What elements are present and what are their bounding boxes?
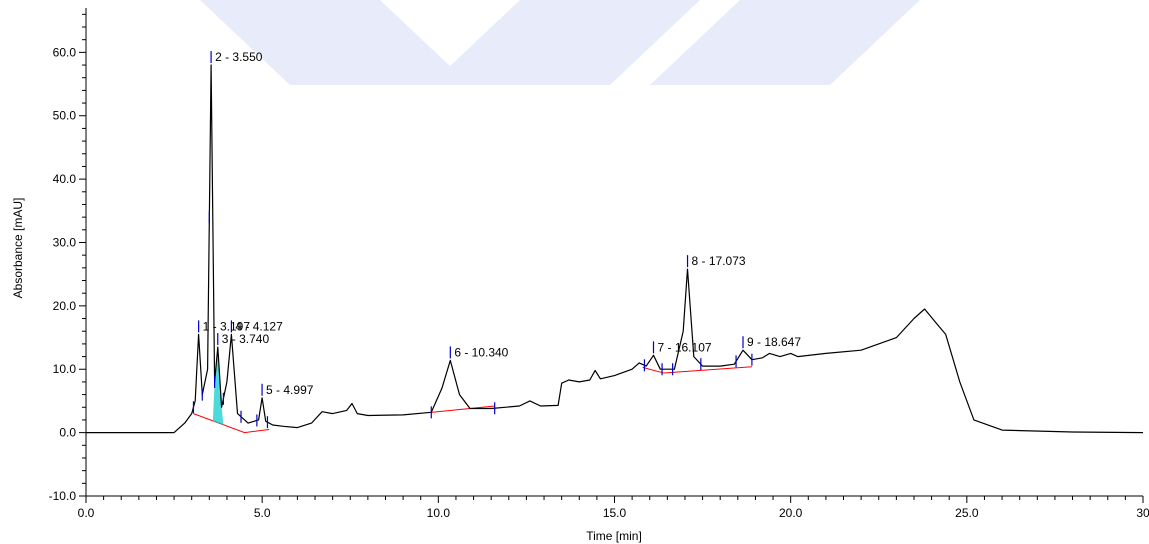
- peak-label: 3 - 3.740: [222, 332, 270, 346]
- x-tick-label: 5.0: [254, 506, 271, 520]
- baseline-segment: [193, 413, 270, 434]
- x-tick-label: 20.0: [779, 506, 803, 520]
- integration-markers: [192, 211, 753, 429]
- trace: [86, 64, 1144, 434]
- y-tick-label: 60.0: [53, 45, 77, 59]
- peak-label: 6 - 10.340: [454, 345, 508, 359]
- y-axis-label: Absorbance [mAU]: [11, 198, 25, 299]
- peak-label: 7 - 16.107: [658, 340, 712, 354]
- peak-label: 2 - 3.550: [215, 50, 263, 64]
- peak-fills: [212, 347, 224, 426]
- y-tick-label: -10.0: [49, 489, 77, 503]
- y-tick-label: 10.0: [53, 362, 77, 376]
- x-tick-label: 15.0: [603, 506, 627, 520]
- peak-label: 1 - 3.197: [203, 319, 251, 333]
- y-tick-label: 40.0: [53, 172, 77, 186]
- peak-label: 8 - 17.073: [692, 254, 746, 268]
- y-tick-label: 20.0: [53, 299, 77, 313]
- baselines: [193, 366, 752, 434]
- chromatogram-trace: [86, 64, 1144, 434]
- baseline-segment: [431, 405, 495, 413]
- y-tick-label: 30.0: [53, 235, 77, 249]
- watermark-shapes: [200, 0, 920, 85]
- baseline-segment: [642, 366, 752, 374]
- x-axis-label: Time [min]: [586, 529, 642, 543]
- x-tick-label: 30: [1136, 506, 1149, 520]
- x-tick-label: 0.0: [78, 506, 95, 520]
- axes: -10.00.010.020.030.040.050.060.00.0 5.0 10…: [49, 8, 1149, 520]
- x-tick-label: 10.0: [427, 506, 451, 520]
- y-tick-label: 0.0: [59, 426, 76, 440]
- y-tick-label: 50.0: [53, 109, 77, 123]
- x-tick-label: 25.0: [955, 506, 979, 520]
- peak-label: 4 - 4.127: [235, 319, 283, 333]
- peak-label: 5 - 4.997: [266, 383, 314, 397]
- peak-label: 9 - 18.647: [747, 335, 801, 349]
- peak-fill: [212, 347, 224, 426]
